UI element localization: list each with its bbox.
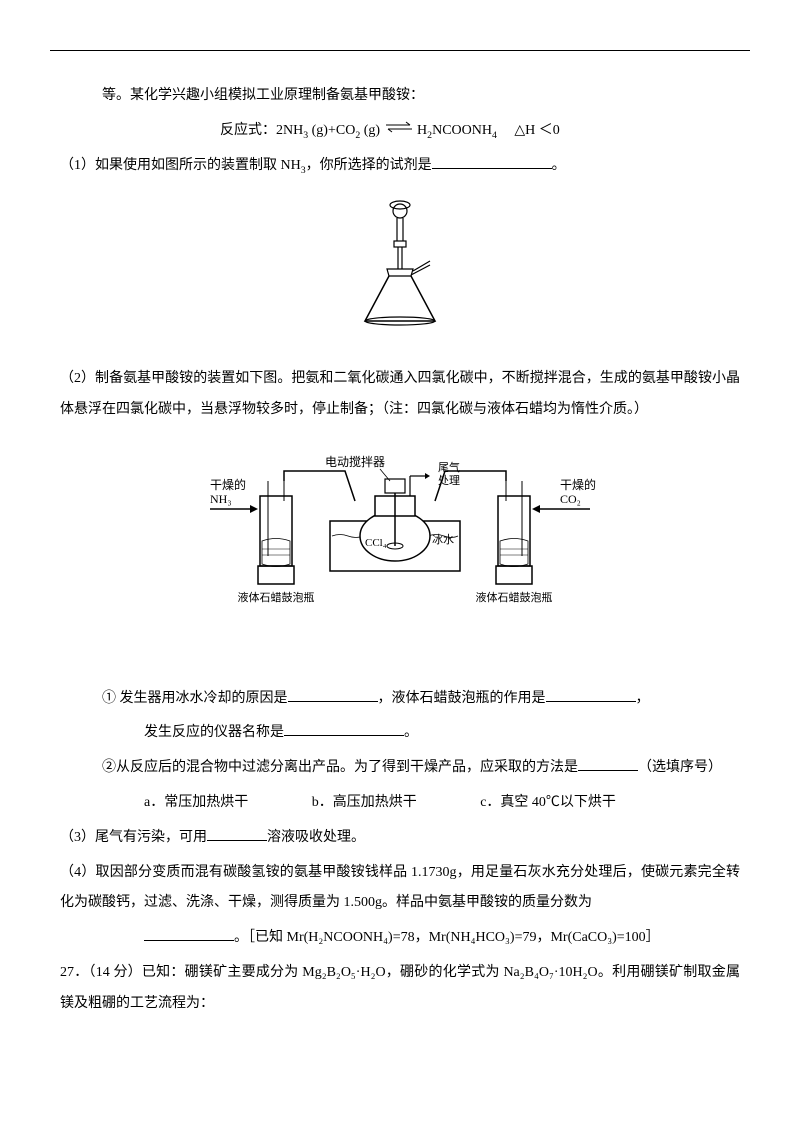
blank-q2-2 bbox=[578, 757, 638, 771]
sub-4: 4 bbox=[492, 130, 497, 141]
blank-q1 bbox=[432, 155, 552, 169]
q2-1b: ，液体石蜡鼓泡瓶的作用是 bbox=[378, 691, 546, 706]
blank-q2-1d bbox=[284, 722, 404, 736]
blank-q2-1b bbox=[546, 688, 636, 702]
q4-content: （4）取因部分变质而混有碳酸氢铵的氨基甲酸铵钱样品 1.1730g，用足量石灰水… bbox=[60, 865, 740, 911]
label-co2: CO₂ bbox=[560, 492, 581, 506]
flask-figure bbox=[60, 191, 740, 344]
q2-content: （2）制备氨基甲酸铵的装置如下图。把氨和二氧化碳通入四氯化碳中，不断搅拌混合，生… bbox=[60, 371, 740, 417]
eq-mid1: (g)+CO bbox=[308, 123, 355, 138]
q27-content: 27．（14 分）已知：硼镁矿主要成分为 Mg₂B₂O₅·H₂O，硼砂的化学式为… bbox=[60, 965, 740, 1011]
q1-line: （1）如果使用如图所示的装置制取 NH3，你所选择的试剂是。 bbox=[60, 151, 740, 182]
q2-2: ②从反应后的混合物中过滤分离出产品。为了得到干燥产品，应采取的方法是 bbox=[102, 760, 578, 775]
q2-1a: ① 发生器用冰水冷却的原因是 bbox=[102, 691, 288, 706]
label-ccl4: CCl₄ bbox=[365, 537, 387, 549]
q4-end-line: 。［已知 Mr(H₂NCOONH₄)=78，Mr(NH₄HCO₃)=79，Mr(… bbox=[60, 923, 740, 954]
apparatus-svg: 干燥的 NH₃ 液体石蜡鼓泡瓶 CCl₄ 冰水 电动搅拌器 尾气 bbox=[180, 441, 620, 631]
label-bottle-right: 液体石蜡鼓泡瓶 bbox=[476, 590, 553, 604]
page-top-rule bbox=[50, 50, 750, 51]
label-tailgas1: 尾气 bbox=[438, 460, 460, 474]
q2-2-line: ②从反应后的混合物中过滤分离出产品。为了得到干燥产品，应采取的方法是 （选填序号） bbox=[60, 753, 740, 784]
q4-end: 。［已知 Mr(H₂NCOONH₄)=78，Mr(NH₄HCO₃)=79，Mr(… bbox=[234, 930, 660, 945]
q4-text: （4）取因部分变质而混有碳酸氢铵的氨基甲酸铵钱样品 1.1730g，用足量石灰水… bbox=[60, 858, 740, 920]
eq-prefix: 反应式：2NH bbox=[220, 123, 303, 138]
q2-1e: 。 bbox=[404, 725, 418, 740]
opt-a: a．常压加热烘干 bbox=[144, 788, 248, 819]
eq-mid2: (g) bbox=[360, 123, 380, 138]
label-ice: 冰水 bbox=[432, 533, 454, 546]
q27-text: 27．（14 分）已知：硼镁矿主要成分为 Mg₂B₂O₅·H₂O，硼砂的化学式为… bbox=[60, 958, 740, 1020]
blank-q4 bbox=[144, 927, 234, 941]
eq-product-h: H bbox=[417, 123, 427, 138]
blank-q3 bbox=[207, 827, 267, 841]
q3-line: （3）尾气有污染，可用 溶液吸收处理。 bbox=[60, 823, 740, 854]
equation-line: 反应式：2NH3 (g)+CO2 (g) H2NCOONH4 △H ＜0 bbox=[60, 116, 740, 147]
opt-b: b．高压加热烘干 bbox=[312, 788, 417, 819]
label-bottle-left: 液体石蜡鼓泡瓶 bbox=[238, 590, 315, 604]
q2-1-line1: ① 发生器用冰水冷却的原因是 ，液体石蜡鼓泡瓶的作用是 ， bbox=[60, 684, 740, 715]
q2-1c: ， bbox=[636, 691, 650, 706]
label-stirrer: 电动搅拌器 bbox=[325, 454, 385, 469]
opt-c: c．真空 40℃以下烘干 bbox=[480, 788, 616, 819]
q3-a: （3）尾气有污染，可用 bbox=[60, 830, 207, 845]
eq-product-rest: NCOONH bbox=[432, 123, 492, 138]
eq-dh: △H ＜0 bbox=[514, 123, 559, 138]
label-nh3-dry: 干燥的 bbox=[210, 477, 246, 492]
q2-2-suffix: （选填序号） bbox=[638, 760, 722, 775]
label-co2-dry: 干燥的 bbox=[560, 477, 596, 492]
q2-text: （2）制备氨基甲酸铵的装置如下图。把氨和二氧化碳通入四氯化碳中，不断搅拌混合，生… bbox=[60, 364, 740, 426]
q1-suffix: ，你所选择的试剂是 bbox=[306, 158, 432, 173]
q1-end: 。 bbox=[552, 158, 566, 173]
equilibrium-arrow bbox=[384, 116, 414, 147]
q1-prefix: （1）如果使用如图所示的装置制取 NH bbox=[60, 158, 301, 173]
intro-text: 等。某化学兴趣小组模拟工业原理制备氨基甲酸铵： bbox=[60, 81, 740, 112]
apparatus-figure: 干燥的 NH₃ 液体石蜡鼓泡瓶 CCl₄ 冰水 电动搅拌器 尾气 bbox=[60, 441, 740, 644]
options-line: a．常压加热烘干 b．高压加热烘干 c．真空 40℃以下烘干 bbox=[60, 788, 740, 819]
label-nh3: NH₃ bbox=[210, 492, 232, 506]
flask-svg bbox=[345, 191, 455, 331]
q2-1d: 发生反应的仪器名称是 bbox=[144, 725, 284, 740]
q3-b: 溶液吸收处理。 bbox=[267, 830, 365, 845]
q2-1-line2: 发生反应的仪器名称是 。 bbox=[60, 718, 740, 749]
blank-q2-1a bbox=[288, 688, 378, 702]
